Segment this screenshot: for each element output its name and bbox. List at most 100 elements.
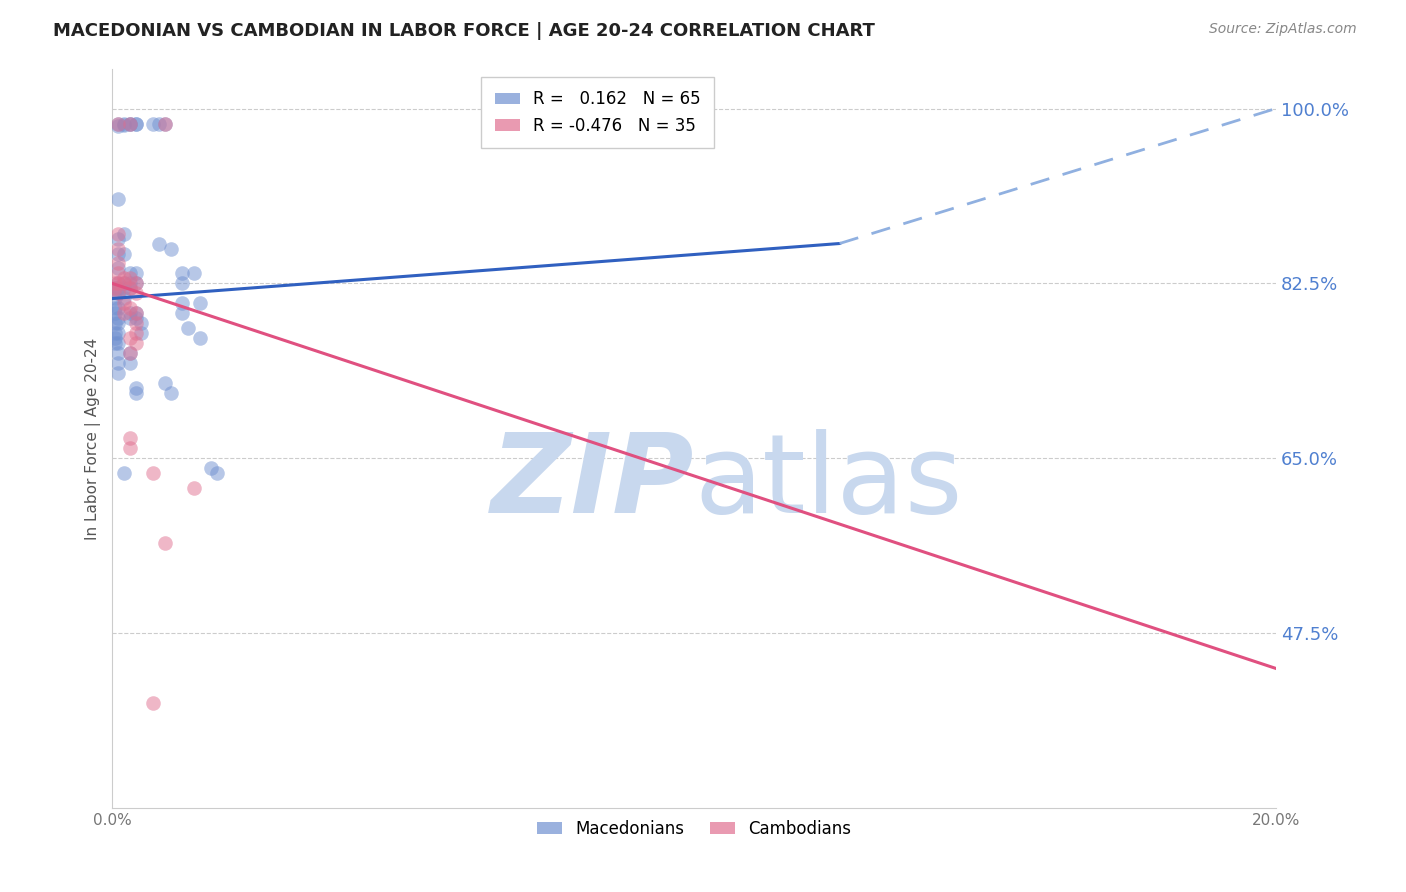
- Point: [125, 267, 148, 281]
- Point: [112, 277, 135, 291]
- Point: [107, 116, 129, 130]
- Point: [107, 267, 129, 281]
- Point: [125, 382, 148, 396]
- Point: [112, 118, 135, 132]
- Point: [125, 326, 148, 341]
- Point: [118, 271, 141, 285]
- Text: MACEDONIAN VS CAMBODIAN IN LABOR FORCE | AGE 20-24 CORRELATION CHART: MACEDONIAN VS CAMBODIAN IN LABOR FORCE |…: [53, 22, 876, 40]
- Point: [125, 277, 148, 291]
- Point: [112, 277, 135, 291]
- Point: [112, 227, 135, 241]
- Point: [118, 331, 141, 345]
- Point: [107, 192, 129, 206]
- Point: [118, 306, 141, 320]
- Point: [118, 356, 141, 370]
- Point: [125, 336, 148, 351]
- Point: [107, 261, 129, 276]
- Point: [125, 306, 148, 320]
- Point: [200, 461, 222, 475]
- Point: [172, 296, 194, 310]
- Point: [107, 116, 129, 130]
- Point: [107, 242, 129, 256]
- Text: Source: ZipAtlas.com: Source: ZipAtlas.com: [1209, 22, 1357, 37]
- Point: [104, 281, 127, 295]
- Point: [131, 326, 153, 341]
- Point: [172, 277, 194, 291]
- Point: [153, 536, 176, 550]
- Point: [118, 281, 141, 295]
- Point: [118, 311, 141, 326]
- Point: [104, 277, 127, 291]
- Point: [107, 346, 129, 360]
- Point: [112, 116, 135, 130]
- Point: [104, 301, 127, 316]
- Point: [107, 256, 129, 270]
- Point: [118, 277, 141, 291]
- Point: [188, 296, 211, 310]
- Point: [148, 236, 170, 251]
- Point: [159, 242, 181, 256]
- Y-axis label: In Labor Force | Age 20-24: In Labor Force | Age 20-24: [86, 337, 101, 540]
- Point: [118, 116, 141, 130]
- Point: [159, 386, 181, 401]
- Point: [118, 346, 141, 360]
- Point: [148, 116, 170, 130]
- Point: [142, 697, 165, 711]
- Point: [118, 442, 141, 456]
- Point: [172, 306, 194, 320]
- Point: [107, 301, 129, 316]
- Point: [107, 119, 129, 133]
- Point: [107, 281, 129, 295]
- Point: [107, 326, 129, 341]
- Point: [153, 116, 176, 130]
- Point: [104, 336, 127, 351]
- Point: [104, 306, 127, 320]
- Point: [142, 116, 165, 130]
- Point: [125, 317, 148, 331]
- Point: [107, 311, 129, 326]
- Point: [112, 246, 135, 260]
- Point: [118, 267, 141, 281]
- Legend: Macedonians, Cambodians: Macedonians, Cambodians: [530, 814, 858, 845]
- Point: [107, 231, 129, 245]
- Point: [112, 281, 135, 295]
- Point: [107, 277, 129, 291]
- Point: [118, 301, 141, 316]
- Point: [107, 277, 129, 291]
- Point: [107, 356, 129, 370]
- Text: atlas: atlas: [695, 429, 963, 536]
- Point: [183, 267, 205, 281]
- Point: [104, 317, 127, 331]
- Point: [112, 292, 135, 306]
- Point: [118, 281, 141, 295]
- Point: [107, 317, 129, 331]
- Point: [107, 286, 129, 301]
- Point: [104, 326, 127, 341]
- Point: [107, 246, 129, 260]
- Point: [125, 116, 148, 130]
- Point: [104, 292, 127, 306]
- Point: [112, 271, 135, 285]
- Point: [153, 116, 176, 130]
- Point: [177, 321, 200, 335]
- Point: [104, 281, 127, 295]
- Point: [172, 267, 194, 281]
- Point: [107, 286, 129, 301]
- Point: [112, 467, 135, 481]
- Point: [118, 116, 141, 130]
- Text: ZIP: ZIP: [491, 429, 695, 536]
- Point: [112, 296, 135, 310]
- Point: [125, 306, 148, 320]
- Point: [183, 482, 205, 496]
- Point: [205, 467, 228, 481]
- Point: [107, 336, 129, 351]
- Point: [107, 367, 129, 381]
- Point: [153, 376, 176, 391]
- Point: [142, 467, 165, 481]
- Point: [125, 286, 148, 301]
- Point: [107, 227, 129, 241]
- Point: [118, 346, 141, 360]
- Point: [112, 306, 135, 320]
- Point: [188, 331, 211, 345]
- Point: [118, 116, 141, 130]
